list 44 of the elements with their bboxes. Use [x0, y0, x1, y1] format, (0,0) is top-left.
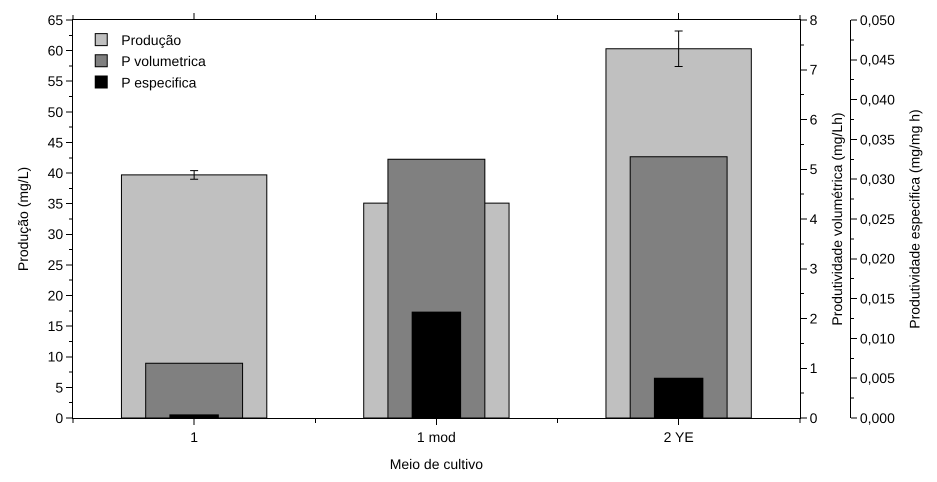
legend-label: P volumetrica: [121, 53, 206, 70]
y3-axis-title: Produtividade especifica (mg/mg h): [906, 109, 922, 329]
y2-tick-label: 6: [810, 111, 818, 128]
y-tick-label: 55: [48, 73, 64, 90]
y-tick-label: 50: [48, 104, 64, 120]
x-axis-title: Meio de cultivo: [390, 456, 484, 472]
x-tick-label: 1 mod: [416, 428, 456, 445]
y3-tick-label: 0,015: [860, 290, 896, 306]
y-tick-label: 35: [48, 196, 64, 212]
y3-tick-label: 0,045: [860, 52, 896, 68]
y3-tick-label: 0,000: [860, 410, 896, 426]
y-axis-title: Produção (mg/L): [15, 166, 32, 272]
y-tick-label: 45: [48, 134, 64, 150]
y2-axis-title: Produtividade volumétrica (mg/Lh): [828, 112, 845, 326]
y-tick-label: 25: [48, 256, 64, 273]
y3-tick-label: 0,040: [860, 92, 896, 108]
y3-tick-label: 0,025: [860, 210, 896, 227]
y-tick-label: 60: [48, 42, 64, 59]
y2-tick-label: 2: [810, 310, 818, 326]
y3-tick-label: 0,010: [860, 330, 896, 346]
y3-tick-label: 0,020: [860, 250, 896, 267]
y3-tick-label: 0,005: [860, 370, 896, 386]
y2-tick-label: 5: [810, 161, 818, 178]
y-tick-label: 30: [48, 226, 64, 242]
x-tick-label: 1: [190, 428, 198, 445]
y3-tick-label: 0,035: [860, 131, 896, 148]
y2-tick-label: 4: [810, 210, 818, 227]
y3-tick-label: 0,050: [860, 12, 896, 28]
y-tick-label: 5: [55, 379, 64, 396]
legend-label: P especifica: [121, 74, 197, 90]
y-tick-label: 0: [55, 410, 64, 426]
y2-tick-label: 1: [810, 360, 818, 376]
y2-tick-label: 7: [810, 62, 818, 78]
y-tick-label: 20: [48, 287, 64, 304]
y2-tick-label: 0: [810, 410, 818, 426]
y-tick-label: 15: [48, 318, 64, 334]
y-tick-label: 65: [48, 12, 64, 28]
y-tick-label: 10: [48, 348, 64, 365]
x-tick-label: 2 YE: [664, 428, 694, 445]
y-tick-label: 40: [48, 164, 64, 181]
y2-tick-label: 8: [810, 12, 818, 28]
y2-tick-label: 3: [810, 260, 818, 277]
y3-tick-label: 0,030: [860, 171, 896, 188]
legend-label: Produção: [121, 32, 182, 48]
